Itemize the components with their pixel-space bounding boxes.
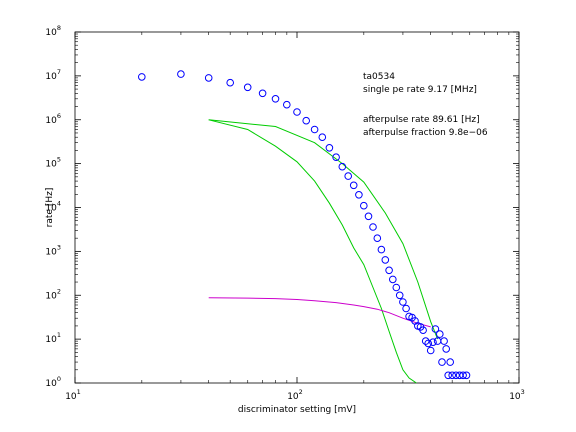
data-point (426, 346, 435, 355)
single-pe-fit-line-upper (208, 119, 439, 340)
data-point (293, 108, 301, 116)
y-tick-exponent: 6 (57, 112, 61, 120)
data-point (424, 339, 433, 348)
data-point (283, 100, 291, 109)
y-tick-exponent: 3 (57, 243, 61, 251)
data-point (377, 245, 386, 254)
data-point (373, 234, 382, 242)
data-point (302, 116, 311, 125)
y-tick-exponent: 0 (57, 375, 61, 383)
data-point (226, 78, 234, 87)
annotation-line-3: afterpulse rate 89.61 [Hz] (363, 115, 480, 125)
single-pe-fit-line (208, 119, 417, 384)
data-point (419, 326, 427, 335)
data-point (243, 83, 252, 92)
data-point (332, 153, 340, 161)
data-point (462, 371, 471, 380)
x-tick-exponent: 1 (77, 388, 81, 396)
y-tick-exponent: 8 (57, 24, 61, 32)
x-tick-exponent: 3 (521, 388, 525, 396)
data-point (310, 125, 319, 134)
data-point (429, 338, 437, 347)
data-point (459, 371, 467, 380)
data-point (271, 95, 280, 103)
data-point (344, 172, 353, 180)
data-point (325, 144, 334, 152)
data-point (442, 345, 451, 353)
annotation-line-1: ta0534 (363, 72, 395, 82)
data-point (177, 70, 185, 78)
afterpulse-fit-line (208, 297, 431, 328)
data-point (431, 325, 440, 333)
data-point (204, 74, 213, 82)
data-point (395, 291, 404, 300)
data-point (421, 337, 430, 345)
plot-frame (74, 31, 520, 384)
data-point (385, 266, 393, 275)
data-point (448, 371, 457, 380)
y-axis-label: rate [Hz] (45, 188, 55, 228)
data-point (258, 89, 267, 98)
data-point (364, 212, 373, 221)
data-point (369, 223, 377, 231)
x-axis-label: discriminator setting [mV] (238, 405, 356, 415)
data-point (438, 358, 446, 366)
data-point (389, 275, 397, 284)
data-point (402, 304, 410, 313)
data-point (360, 201, 368, 210)
y-tick-exponent: 5 (57, 156, 61, 164)
y-tick-exponent: 7 (57, 68, 61, 76)
y-tick-exponent: 2 (57, 287, 61, 295)
annotation-line-4: afterpulse fraction 9.8e−06 (363, 128, 488, 138)
data-point (138, 73, 146, 81)
data-point (392, 283, 401, 292)
data-point (436, 330, 444, 338)
data-point (338, 162, 347, 171)
x-tick-exponent: 2 (299, 388, 303, 396)
data-point (444, 371, 453, 380)
y-tick-exponent: 1 (57, 331, 61, 339)
data-point (399, 298, 407, 306)
data-point (381, 256, 390, 264)
data-point (440, 337, 448, 345)
annotation-line-2: single pe rate 9.17 [MHz] (363, 85, 477, 95)
data-point (318, 133, 327, 141)
y-tick-exponent: 4 (57, 200, 61, 208)
data-point (349, 181, 358, 190)
data-point (446, 358, 455, 366)
data-point (355, 191, 363, 199)
